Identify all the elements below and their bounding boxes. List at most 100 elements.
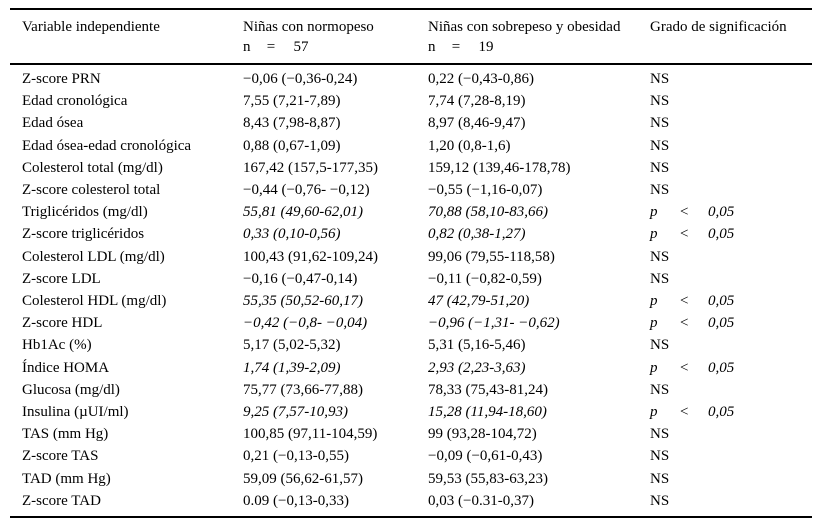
- sobrepeso-cell: 5,31 (5,16-5,46): [428, 337, 526, 354]
- variable-cell: Z-score triglicéridos: [22, 226, 145, 243]
- ns-label: NS: [650, 426, 670, 443]
- significance-cell: p <0,05: [638, 312, 812, 334]
- header-normopeso-n: n = 57: [243, 37, 412, 57]
- header-variable-label: Variable independiente: [22, 19, 160, 35]
- normopeso-cell: 8,43 (7,98-8,87): [243, 115, 341, 132]
- sobrepeso-cell: 0,22 (−0,43-0,86): [428, 71, 534, 87]
- p-value: 0,05: [708, 226, 735, 243]
- sobrepeso-cell: 159,12 (139,46-178,78): [428, 159, 571, 176]
- table-row: Z-score PRN −0,06 (−0,36-0,24) 0,22 (−0,…: [10, 64, 812, 90]
- header-variable: Variable independiente: [10, 9, 231, 65]
- header-sobrepeso-title: Niñas con sobrepeso y obesidad: [428, 19, 621, 35]
- variable-cell: Índice HOMA: [22, 359, 110, 376]
- ns-label: NS: [650, 381, 670, 398]
- ns-label: NS: [650, 71, 670, 87]
- header-sobrepeso: Niñas con sobrepeso y obesidad n = 19: [416, 9, 638, 65]
- p-symbol: p: [650, 315, 658, 332]
- variable-cell: Edad ósea-edad cronológica: [22, 137, 192, 154]
- table-row: Z-score HDL −0,42 (−0,8- −0,04) −0,96 (−…: [10, 312, 812, 334]
- sobrepeso-cell: 59,53 (55,83-63,23): [428, 470, 548, 487]
- variable-cell: Z-score LDL: [22, 270, 101, 287]
- less-than-sign: <: [680, 226, 689, 243]
- header-significance-label: Grado de significación: [650, 19, 787, 35]
- normopeso-cell: 100,43 (91,62-109,24): [243, 248, 378, 265]
- normopeso-cell: 5,17 (5,02-5,32): [243, 337, 341, 354]
- table-row: Edad ósea 8,43 (7,98-8,87) 8,97 (8,46-9,…: [10, 112, 812, 134]
- table-row: Z-score colesterol total −0,44 (−0,76- −…: [10, 179, 812, 201]
- table-row: TAS (mm Hg) 100,85 (97,11-104,59) 99 (93…: [10, 423, 812, 445]
- normopeso-cell: 75,77 (73,66-77,88): [243, 381, 363, 398]
- variable-cell: Edad ósea: [22, 115, 84, 132]
- ns-label: NS: [650, 248, 670, 265]
- table-header: Variable independiente Niñas con normope…: [10, 9, 812, 65]
- table-row: Edad cronológica 7,55 (7,21-7,89) 7,74 (…: [10, 90, 812, 112]
- normopeso-cell: 167,42 (157,5-177,35): [243, 159, 378, 176]
- results-table: Variable independiente Niñas con normope…: [10, 8, 812, 519]
- table-row: Edad ósea-edad cronológica 0,88 (0,67-1,…: [10, 135, 812, 157]
- significance-cell: NS: [638, 423, 812, 445]
- p-symbol: p: [650, 359, 658, 376]
- equals-sign: =: [451, 39, 461, 55]
- normopeso-cell: 0,88 (0,67-1,09): [243, 137, 341, 154]
- ns-label: NS: [650, 448, 670, 465]
- significance-cell: p <0,05: [638, 201, 812, 223]
- n-value: 57: [293, 39, 309, 55]
- significance-cell: p <0,05: [638, 290, 812, 312]
- p-symbol: p: [650, 404, 658, 421]
- sobrepeso-cell: 0,03 (−0.31-0,37): [428, 492, 534, 509]
- ns-label: NS: [650, 115, 670, 132]
- normopeso-cell: −0,42 (−0,8- −0,04): [243, 315, 368, 332]
- significance-cell: NS: [638, 64, 812, 90]
- header-sobrepeso-n: n = 19: [428, 37, 634, 57]
- variable-cell: Insulina (µUI/ml): [22, 404, 129, 421]
- sobrepeso-cell: −0,11 (−0,82-0,59): [428, 270, 542, 287]
- header-row: Variable independiente Niñas con normope…: [10, 9, 812, 65]
- sobrepeso-cell: 99 (93,28-104,72): [428, 426, 537, 443]
- variable-cell: Colesterol HDL (mg/dl): [22, 293, 167, 310]
- sobrepeso-cell: 78,33 (75,43-81,24): [428, 381, 548, 398]
- sobrepeso-cell: 2,93 (2,23-3,63): [428, 359, 526, 376]
- significance-cell: p <0,05: [638, 401, 812, 423]
- significance-cell: NS: [638, 112, 812, 134]
- significance-cell: NS: [638, 246, 812, 268]
- sobrepeso-cell: 0,82 (0,38-1,27): [428, 226, 526, 243]
- table-body: Z-score PRN −0,06 (−0,36-0,24) 0,22 (−0,…: [10, 64, 812, 517]
- p-value: 0,05: [708, 359, 735, 376]
- table-row: Colesterol LDL (mg/dl) 100,43 (91,62-109…: [10, 246, 812, 268]
- table-row: Colesterol HDL (mg/dl) 55,35 (50,52-60,1…: [10, 290, 812, 312]
- header-normopeso: Niñas con normopeso n = 57: [231, 9, 416, 65]
- table-row: TAD (mm Hg) 59,09 (56,62-61,57) 59,53 (5…: [10, 468, 812, 490]
- less-than-sign: <: [680, 293, 689, 310]
- normopeso-cell: 0,21 (−0,13-0,55): [243, 448, 349, 465]
- n-value: 19: [478, 39, 494, 55]
- table-row: Z-score TAD 0.09 (−0,13-0,33) 0,03 (−0.3…: [10, 490, 812, 517]
- significance-cell: NS: [638, 379, 812, 401]
- ns-label: NS: [650, 337, 670, 354]
- n-label: n: [243, 39, 251, 55]
- p-symbol: p: [650, 226, 658, 243]
- sobrepeso-cell: −0,96 (−1,31- −0,62): [428, 315, 560, 332]
- variable-cell: Hb1Ac (%): [22, 337, 92, 354]
- normopeso-cell: 55,81 (49,60-62,01): [243, 204, 363, 221]
- sobrepeso-cell: 1,20 (0,8-1,6): [428, 137, 511, 154]
- variable-cell: Z-score HDL: [22, 315, 103, 332]
- significance-cell: NS: [638, 490, 812, 517]
- normopeso-cell: 1,74 (1,39-2,09): [243, 359, 341, 376]
- significance-cell: NS: [638, 445, 812, 467]
- table-row: Triglicéridos (mg/dl) 55,81 (49,60-62,01…: [10, 201, 812, 223]
- sobrepeso-cell: 99,06 (79,55-118,58): [428, 248, 555, 265]
- table-row: Z-score TAS 0,21 (−0,13-0,55) −0,09 (−0,…: [10, 445, 812, 467]
- variable-cell: Colesterol total (mg/dl): [22, 159, 163, 176]
- sobrepeso-cell: −0,55 (−1,16-0,07): [428, 182, 543, 199]
- normopeso-cell: 100,85 (97,11-104,59): [243, 426, 378, 443]
- significance-cell: NS: [638, 468, 812, 490]
- sobrepeso-cell: −0,09 (−0,61-0,43): [428, 448, 543, 465]
- significance-cell: NS: [638, 157, 812, 179]
- equals-sign: =: [266, 39, 276, 55]
- p-value: 0,05: [708, 404, 735, 421]
- p-symbol: p: [650, 293, 658, 310]
- variable-cell: TAD (mm Hg): [22, 470, 111, 487]
- ns-label: NS: [650, 470, 670, 487]
- less-than-sign: <: [680, 315, 689, 332]
